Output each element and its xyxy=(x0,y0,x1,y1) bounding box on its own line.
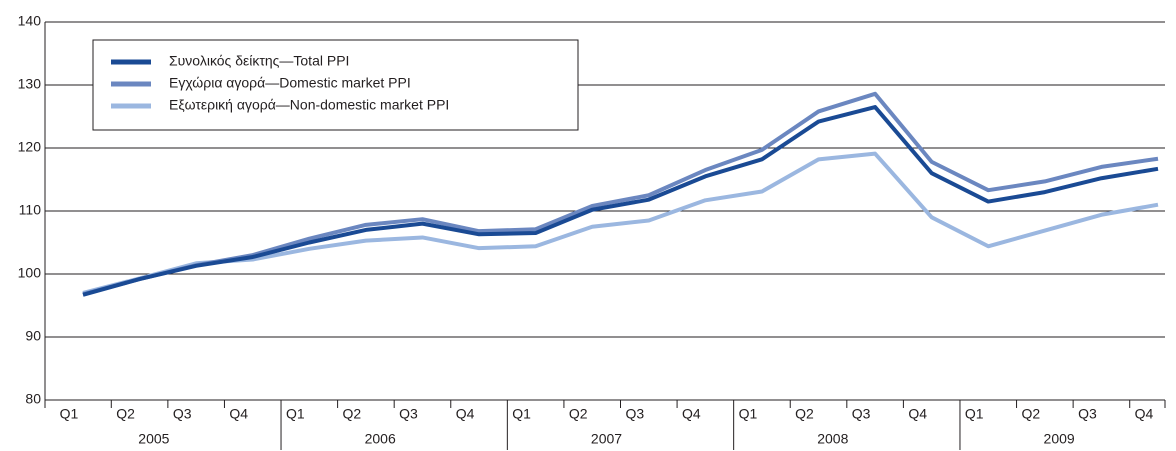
series-line xyxy=(82,91,1159,297)
year-label: 2008 xyxy=(817,431,848,447)
legend-label: Εγχώρια αγορά—Domestic market PPI xyxy=(169,75,411,91)
x-tick-label: Q3 xyxy=(399,406,418,422)
x-tick-label: Q2 xyxy=(343,406,362,422)
x-tick-label: Q3 xyxy=(625,406,644,422)
y-tick-label: 140 xyxy=(18,13,42,29)
legend-label: Εξωτερική αγορά—Non-domestic market PPI xyxy=(169,97,449,113)
x-tick-label: Q2 xyxy=(116,406,135,422)
y-tick-label: 100 xyxy=(18,265,42,281)
y-tick-label: 120 xyxy=(18,139,42,155)
x-tick-label: Q3 xyxy=(173,406,192,422)
year-label: 2009 xyxy=(1044,431,1075,447)
x-tick-label: Q4 xyxy=(682,406,701,422)
year-label: 2006 xyxy=(365,431,396,447)
x-tick-label: Q1 xyxy=(512,406,531,422)
y-tick-label: 80 xyxy=(25,391,41,407)
x-tick-label: Q1 xyxy=(286,406,305,422)
x-tick-label: Q4 xyxy=(229,406,248,422)
series-line xyxy=(82,151,1159,295)
x-tick-label: Q4 xyxy=(1135,406,1154,422)
x-tick-label: Q1 xyxy=(60,406,79,422)
x-tick-label: Q1 xyxy=(965,406,984,422)
y-tick-label: 90 xyxy=(25,328,41,344)
x-tick-label: Q2 xyxy=(569,406,588,422)
x-tick-label: Q4 xyxy=(908,406,927,422)
y-tick-label: 130 xyxy=(18,76,42,92)
year-label: 2007 xyxy=(591,431,622,447)
x-tick-label: Q3 xyxy=(852,406,871,422)
y-tick-label: 110 xyxy=(19,202,42,218)
x-tick-label: Q1 xyxy=(739,406,758,422)
x-tick-label: Q2 xyxy=(795,406,814,422)
legend-label: Συνολικός δείκτης—Total PPI xyxy=(169,53,349,69)
series-line xyxy=(82,105,1159,297)
x-tick-label: Q2 xyxy=(1021,406,1040,422)
legend-box xyxy=(92,39,579,131)
x-tick-label: Q4 xyxy=(456,406,475,422)
year-label: 2005 xyxy=(138,431,169,447)
x-tick-label: Q3 xyxy=(1078,406,1097,422)
